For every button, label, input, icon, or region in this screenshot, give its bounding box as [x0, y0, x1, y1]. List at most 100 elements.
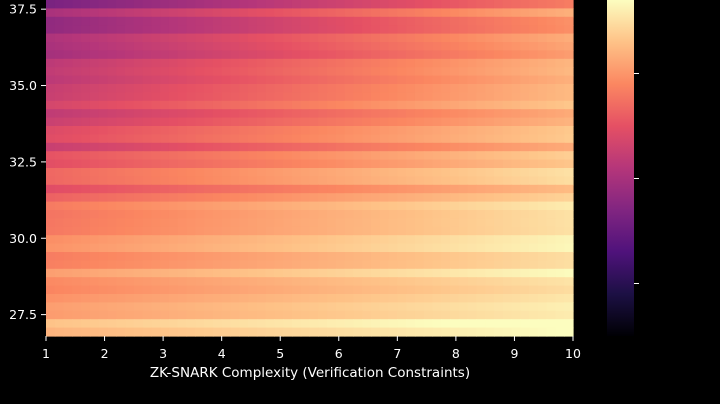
heatmap-cell — [379, 327, 390, 337]
heatmap-cell — [529, 126, 539, 135]
heatmap-cell — [221, 84, 232, 93]
heatmap-cell — [291, 210, 302, 219]
heatmap-cell — [230, 8, 240, 18]
heatmap-cell — [388, 126, 398, 135]
heatmap-cell — [423, 50, 434, 60]
heatmap-cell — [186, 67, 196, 77]
heatmap-cell — [441, 302, 451, 312]
heatmap-cell — [116, 210, 126, 219]
heatmap-cell — [327, 184, 337, 194]
heatmap-cell — [63, 260, 73, 270]
heatmap-cell — [335, 159, 346, 169]
heatmap-cell — [441, 25, 451, 35]
heatmap-cell — [406, 92, 416, 102]
heatmap-cell — [476, 117, 486, 127]
heatmap-cell — [125, 260, 135, 270]
heatmap-cell — [133, 193, 144, 203]
heatmap-cell — [370, 260, 381, 270]
heatmap-cell — [248, 126, 258, 135]
heatmap-cell — [397, 235, 407, 245]
heatmap-cell — [406, 58, 416, 68]
heatmap-cell — [274, 117, 284, 127]
heatmap-cell — [318, 310, 328, 320]
heatmap-cell — [46, 75, 56, 85]
heatmap-cell — [423, 42, 434, 51]
heatmap-cell — [98, 327, 109, 337]
heatmap-cell — [256, 252, 267, 261]
heatmap-cell — [168, 42, 179, 51]
heatmap-cell — [107, 310, 117, 320]
heatmap-cell — [248, 117, 258, 127]
heatmap-cell — [63, 33, 73, 43]
heatmap-cell — [529, 159, 539, 169]
heatmap-cell — [177, 142, 188, 152]
heatmap-cell — [63, 100, 73, 110]
heatmap-cell — [353, 100, 363, 110]
heatmap-cell — [441, 294, 451, 303]
heatmap-cell — [98, 0, 109, 9]
heatmap-cell — [370, 42, 381, 51]
heatmap-cell — [564, 100, 574, 110]
heatmap-cell — [476, 260, 486, 270]
heatmap-cell — [441, 176, 451, 186]
heatmap-cell — [142, 319, 152, 329]
heatmap-cell — [248, 100, 258, 110]
heatmap-cell — [291, 92, 302, 102]
heatmap-cell — [502, 285, 513, 295]
heatmap-cell — [520, 285, 530, 295]
heatmap-cell — [160, 218, 170, 228]
heatmap-cell — [370, 268, 381, 278]
heatmap-cell — [441, 84, 451, 93]
heatmap-cell — [511, 226, 521, 236]
heatmap-cell — [291, 25, 302, 35]
heatmap-cell — [318, 268, 328, 278]
heatmap-cell — [379, 67, 390, 77]
heatmap-cell — [46, 126, 56, 135]
heatmap-cell — [265, 268, 275, 278]
heatmap-cell — [168, 285, 179, 295]
heatmap-cell — [98, 8, 109, 18]
heatmap-cell — [125, 16, 135, 26]
heatmap-cell — [379, 16, 390, 26]
heatmap-cell — [239, 50, 249, 60]
heatmap-cell — [362, 201, 372, 211]
heatmap-cell — [72, 151, 82, 161]
heatmap-cell — [168, 75, 179, 85]
heatmap-cell — [511, 277, 521, 287]
heatmap-cell — [502, 109, 513, 119]
heatmap-cell — [221, 252, 232, 261]
heatmap-cell — [379, 142, 390, 152]
heatmap-cell — [485, 159, 495, 169]
heatmap-cell — [265, 285, 275, 295]
heatmap-cell — [195, 243, 205, 253]
heatmap-cell — [89, 109, 100, 119]
heatmap-cell — [204, 235, 214, 245]
heatmap-cell — [353, 285, 363, 295]
heatmap-cell — [511, 235, 521, 245]
heatmap-cell — [54, 58, 65, 68]
heatmap-cell — [133, 58, 144, 68]
heatmap-cell — [274, 184, 284, 194]
heatmap-cell — [564, 84, 574, 93]
heatmap-cell — [458, 100, 469, 110]
heatmap-cell — [397, 243, 407, 253]
heatmap-cell — [195, 50, 205, 60]
heatmap-cell — [441, 151, 451, 161]
heatmap-cell — [555, 277, 565, 287]
heatmap-cell — [81, 327, 91, 337]
heatmap-cell — [388, 168, 398, 177]
heatmap-cell — [274, 268, 284, 278]
heatmap-cell — [414, 193, 425, 203]
heatmap-cell — [529, 75, 539, 85]
heatmap-cell — [520, 42, 530, 51]
heatmap-cell — [230, 100, 240, 110]
heatmap-cell — [335, 294, 346, 303]
heatmap-cell — [221, 201, 232, 211]
heatmap-cell — [212, 126, 223, 135]
heatmap-cell — [151, 50, 161, 60]
heatmap-cell — [450, 235, 460, 245]
heatmap-cell — [458, 184, 469, 194]
heatmap-cell — [116, 226, 126, 236]
heatmap-cell — [160, 50, 170, 60]
heatmap-cell — [125, 243, 135, 253]
